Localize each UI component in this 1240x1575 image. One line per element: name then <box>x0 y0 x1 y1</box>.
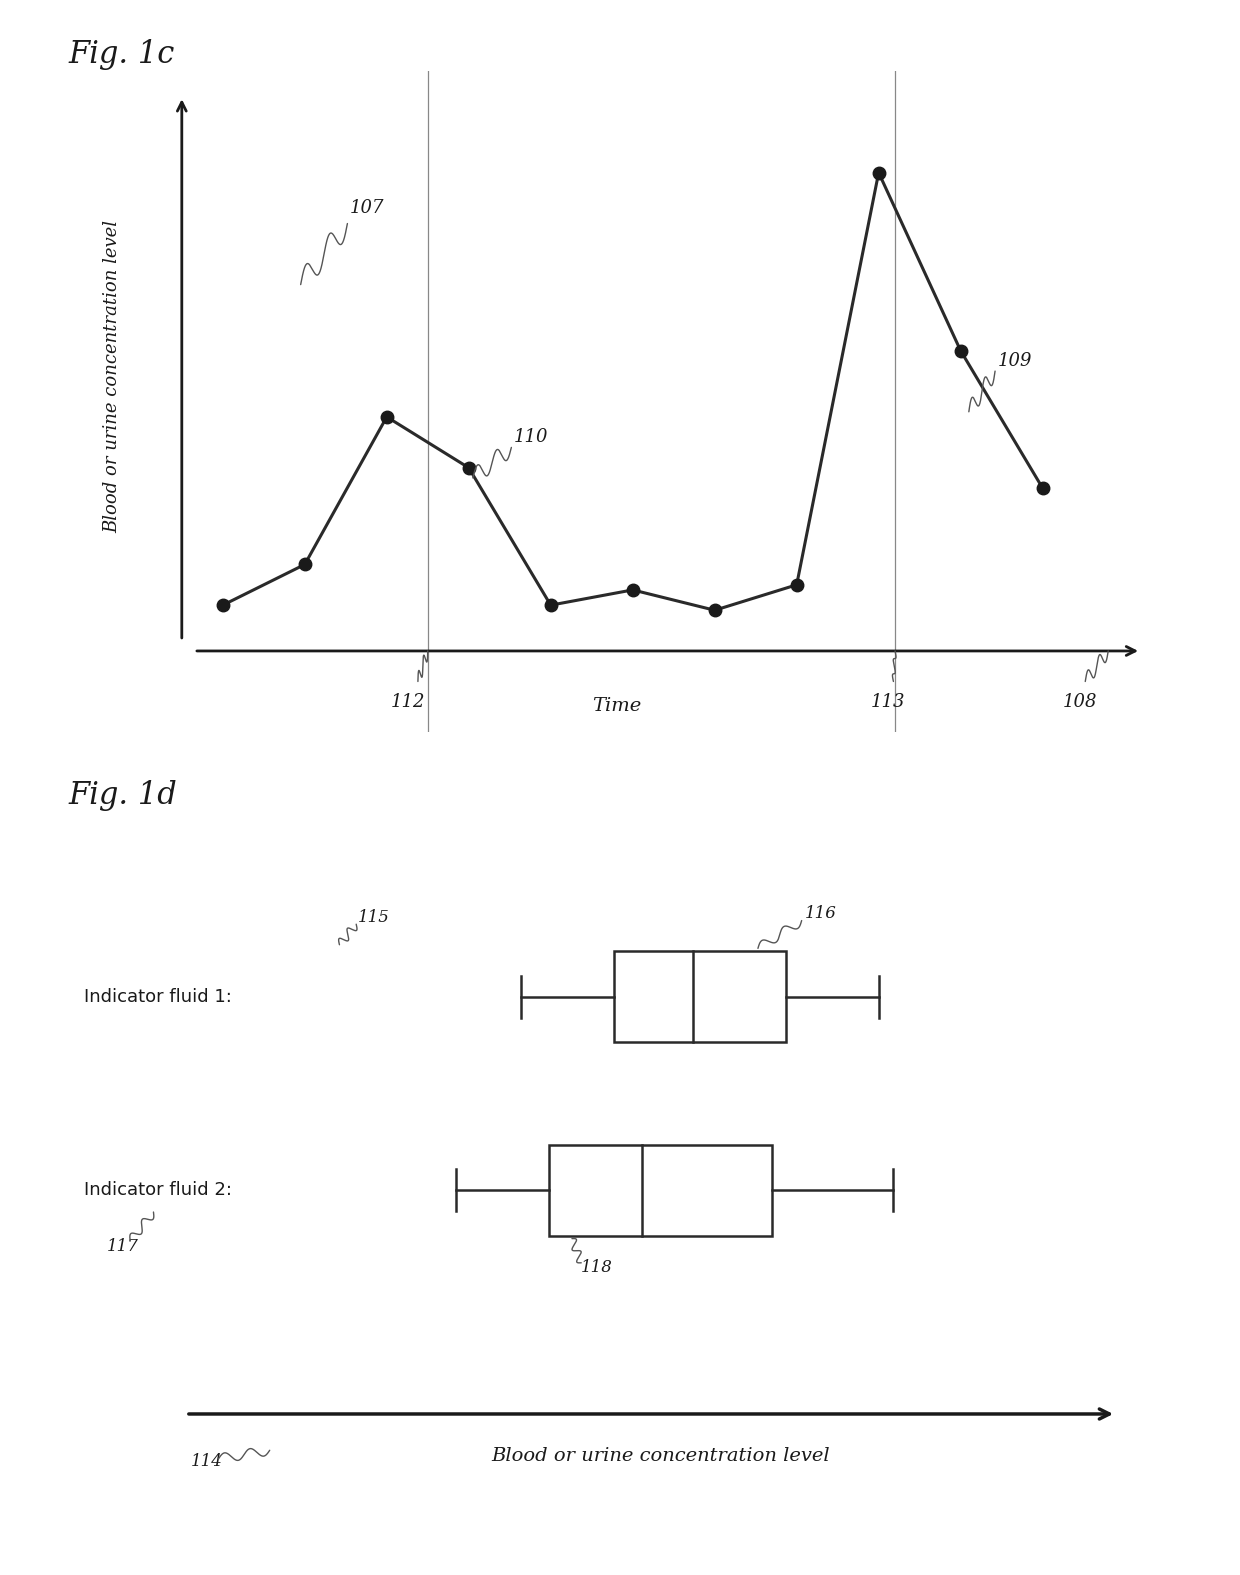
Text: Time: Time <box>591 696 641 715</box>
Text: 118: 118 <box>582 1260 613 1276</box>
Text: 117: 117 <box>107 1238 139 1255</box>
Text: 109: 109 <box>997 351 1032 370</box>
Text: 110: 110 <box>513 428 548 446</box>
Text: 113: 113 <box>870 693 905 710</box>
Bar <box>548 1145 771 1236</box>
Text: Blood or urine concentration level: Blood or urine concentration level <box>103 219 122 532</box>
Bar <box>614 951 786 1043</box>
Text: 116: 116 <box>805 906 836 921</box>
Text: Indicator fluid 1:: Indicator fluid 1: <box>83 988 232 1006</box>
Text: 114: 114 <box>191 1454 222 1469</box>
Text: Fig. 1d: Fig. 1d <box>68 780 177 811</box>
Text: 108: 108 <box>1063 693 1097 710</box>
Text: Indicator fluid 2:: Indicator fluid 2: <box>83 1181 232 1199</box>
Text: Fig. 1c: Fig. 1c <box>68 39 175 71</box>
Text: Blood or urine concentration level: Blood or urine concentration level <box>491 1446 830 1465</box>
Text: 112: 112 <box>391 693 425 710</box>
Text: 115: 115 <box>358 909 389 926</box>
Text: 107: 107 <box>350 200 384 217</box>
